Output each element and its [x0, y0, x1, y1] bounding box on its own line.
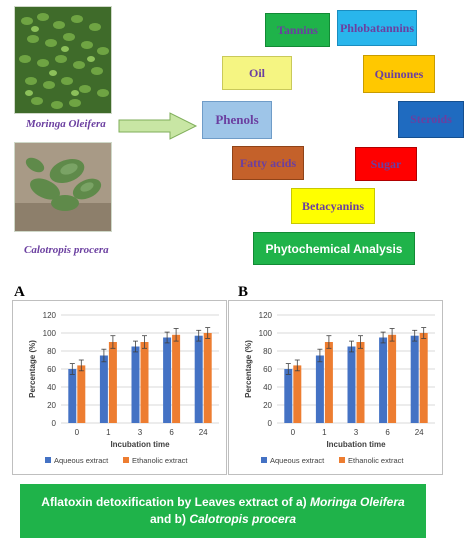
y-tick-label: 60	[263, 365, 272, 374]
y-tick-label: 0	[268, 419, 273, 428]
caption-line-1: Aflatoxin detoxification by Leaves extra…	[41, 494, 404, 511]
y-tick-label: 120	[259, 311, 273, 320]
sugar-box: Sugar	[355, 147, 417, 181]
legend-swatch	[45, 457, 51, 463]
panel-a-letter: A	[14, 284, 25, 300]
y-tick-label: 20	[47, 401, 56, 410]
y-axis-label: Percentage (%)	[28, 340, 37, 398]
moringa-label: Moringa Oleifera	[26, 118, 106, 130]
bar-ethanolic	[140, 342, 149, 423]
legend-label: Ethanolic extract	[132, 456, 188, 465]
chart-b-frame: 0 20 40 60 80 100 120 Percentage (%) 0 1 3 6 24 Incub…	[228, 300, 443, 475]
bar-ethanolic	[388, 334, 397, 423]
phytochemical-analysis-label: Phytochemical Analysis	[253, 232, 415, 265]
y-tick-label: 80	[47, 347, 56, 356]
chart-b: 0 20 40 60 80 100 120 Percentage (%) 0 1 3 6 24 Incub…	[244, 311, 435, 465]
x-axis-label: Incubation time	[326, 440, 386, 449]
x-axis-label: Incubation time	[110, 440, 170, 449]
x-tick-label: 6	[169, 428, 174, 437]
bar-aqueous	[194, 335, 203, 423]
quinones-box: Quinones	[363, 55, 435, 93]
calotropis-leaves-photo	[14, 142, 112, 232]
x-tick-label: 6	[385, 428, 390, 437]
bar-aqueous	[163, 337, 172, 423]
panel-b-letter: B	[238, 284, 249, 300]
y-tick-label: 40	[263, 383, 272, 392]
y-tick-label: 100	[43, 329, 57, 338]
y-tick-label: 80	[263, 347, 272, 356]
bar-aqueous	[379, 337, 388, 423]
caption-line-1-plant: Moringa Oleifera	[310, 495, 405, 509]
legend-label: Aqueous extract	[54, 456, 109, 465]
x-tick-label: 24	[199, 428, 208, 437]
bar-aqueous	[347, 346, 356, 423]
phenols-box: Phenols	[202, 101, 272, 139]
oil-box: Oil	[222, 56, 292, 90]
fatty-acids-box: Fatty acids	[232, 146, 304, 180]
y-tick-label: 20	[263, 401, 272, 410]
x-tick-label: 1	[322, 428, 327, 437]
steroids-box: Steroids	[398, 101, 464, 138]
bar-ethanolic	[419, 333, 428, 423]
tannins-box: Tannins	[265, 13, 330, 47]
y-tick-label: 60	[47, 365, 56, 374]
bar-ethanolic	[203, 333, 212, 423]
phlobatannins-box: Phlobatannins	[337, 10, 417, 46]
bar-aqueous	[68, 369, 77, 423]
bar-aqueous	[410, 335, 419, 423]
y-tick-label: 120	[43, 311, 57, 320]
x-tick-label: 0	[291, 428, 296, 437]
legend-swatch	[261, 457, 267, 463]
legend-label: Aqueous extract	[270, 456, 325, 465]
bar-aqueous	[131, 346, 140, 423]
bar-ethanolic	[172, 334, 181, 423]
bar-ethanolic	[324, 342, 333, 423]
caption-box: Aflatoxin detoxification by Leaves extra…	[20, 484, 426, 538]
y-tick-label: 40	[47, 383, 56, 392]
x-tick-label: 3	[138, 428, 143, 437]
caption-line-2: and b) Calotropis procera	[150, 511, 296, 528]
calotropis-label: Calotropis procera	[24, 244, 109, 256]
caption-line-1-text: Aflatoxin detoxification by Leaves extra…	[41, 495, 311, 509]
chart-a: 0 20 40 60 80 100 120 Percentage (%) 0 1 3 6 24 Incub…	[28, 311, 219, 465]
x-tick-label: 0	[75, 428, 80, 437]
chart-a-frame: 0 20 40 60 80 100 120 Percentage (%) 0 1 3 6 24 Incub…	[12, 300, 227, 475]
bar-ethanolic	[356, 342, 365, 423]
caption-line-2-plant: Calotropis procera	[189, 512, 297, 526]
legend-label: Ethanolic extract	[348, 456, 404, 465]
y-tick-label: 100	[259, 329, 273, 338]
y-tick-label: 0	[52, 419, 57, 428]
x-tick-label: 1	[106, 428, 111, 437]
bar-ethanolic	[108, 342, 117, 423]
bar-aqueous	[99, 355, 108, 423]
x-tick-label: 24	[415, 428, 424, 437]
bar-aqueous	[315, 355, 324, 423]
legend-swatch	[339, 457, 345, 463]
bar-ethanolic	[77, 365, 86, 423]
bar-aqueous	[284, 369, 293, 423]
x-tick-label: 3	[354, 428, 359, 437]
moringa-leaves-photo	[14, 6, 112, 114]
betacyanins-box: Betacyanins	[291, 188, 375, 224]
right-arrow-icon	[118, 112, 198, 140]
caption-line-2-text: and b)	[149, 512, 190, 526]
y-axis-label: Percentage (%)	[244, 340, 253, 398]
bar-ethanolic	[293, 365, 302, 423]
legend-swatch	[123, 457, 129, 463]
